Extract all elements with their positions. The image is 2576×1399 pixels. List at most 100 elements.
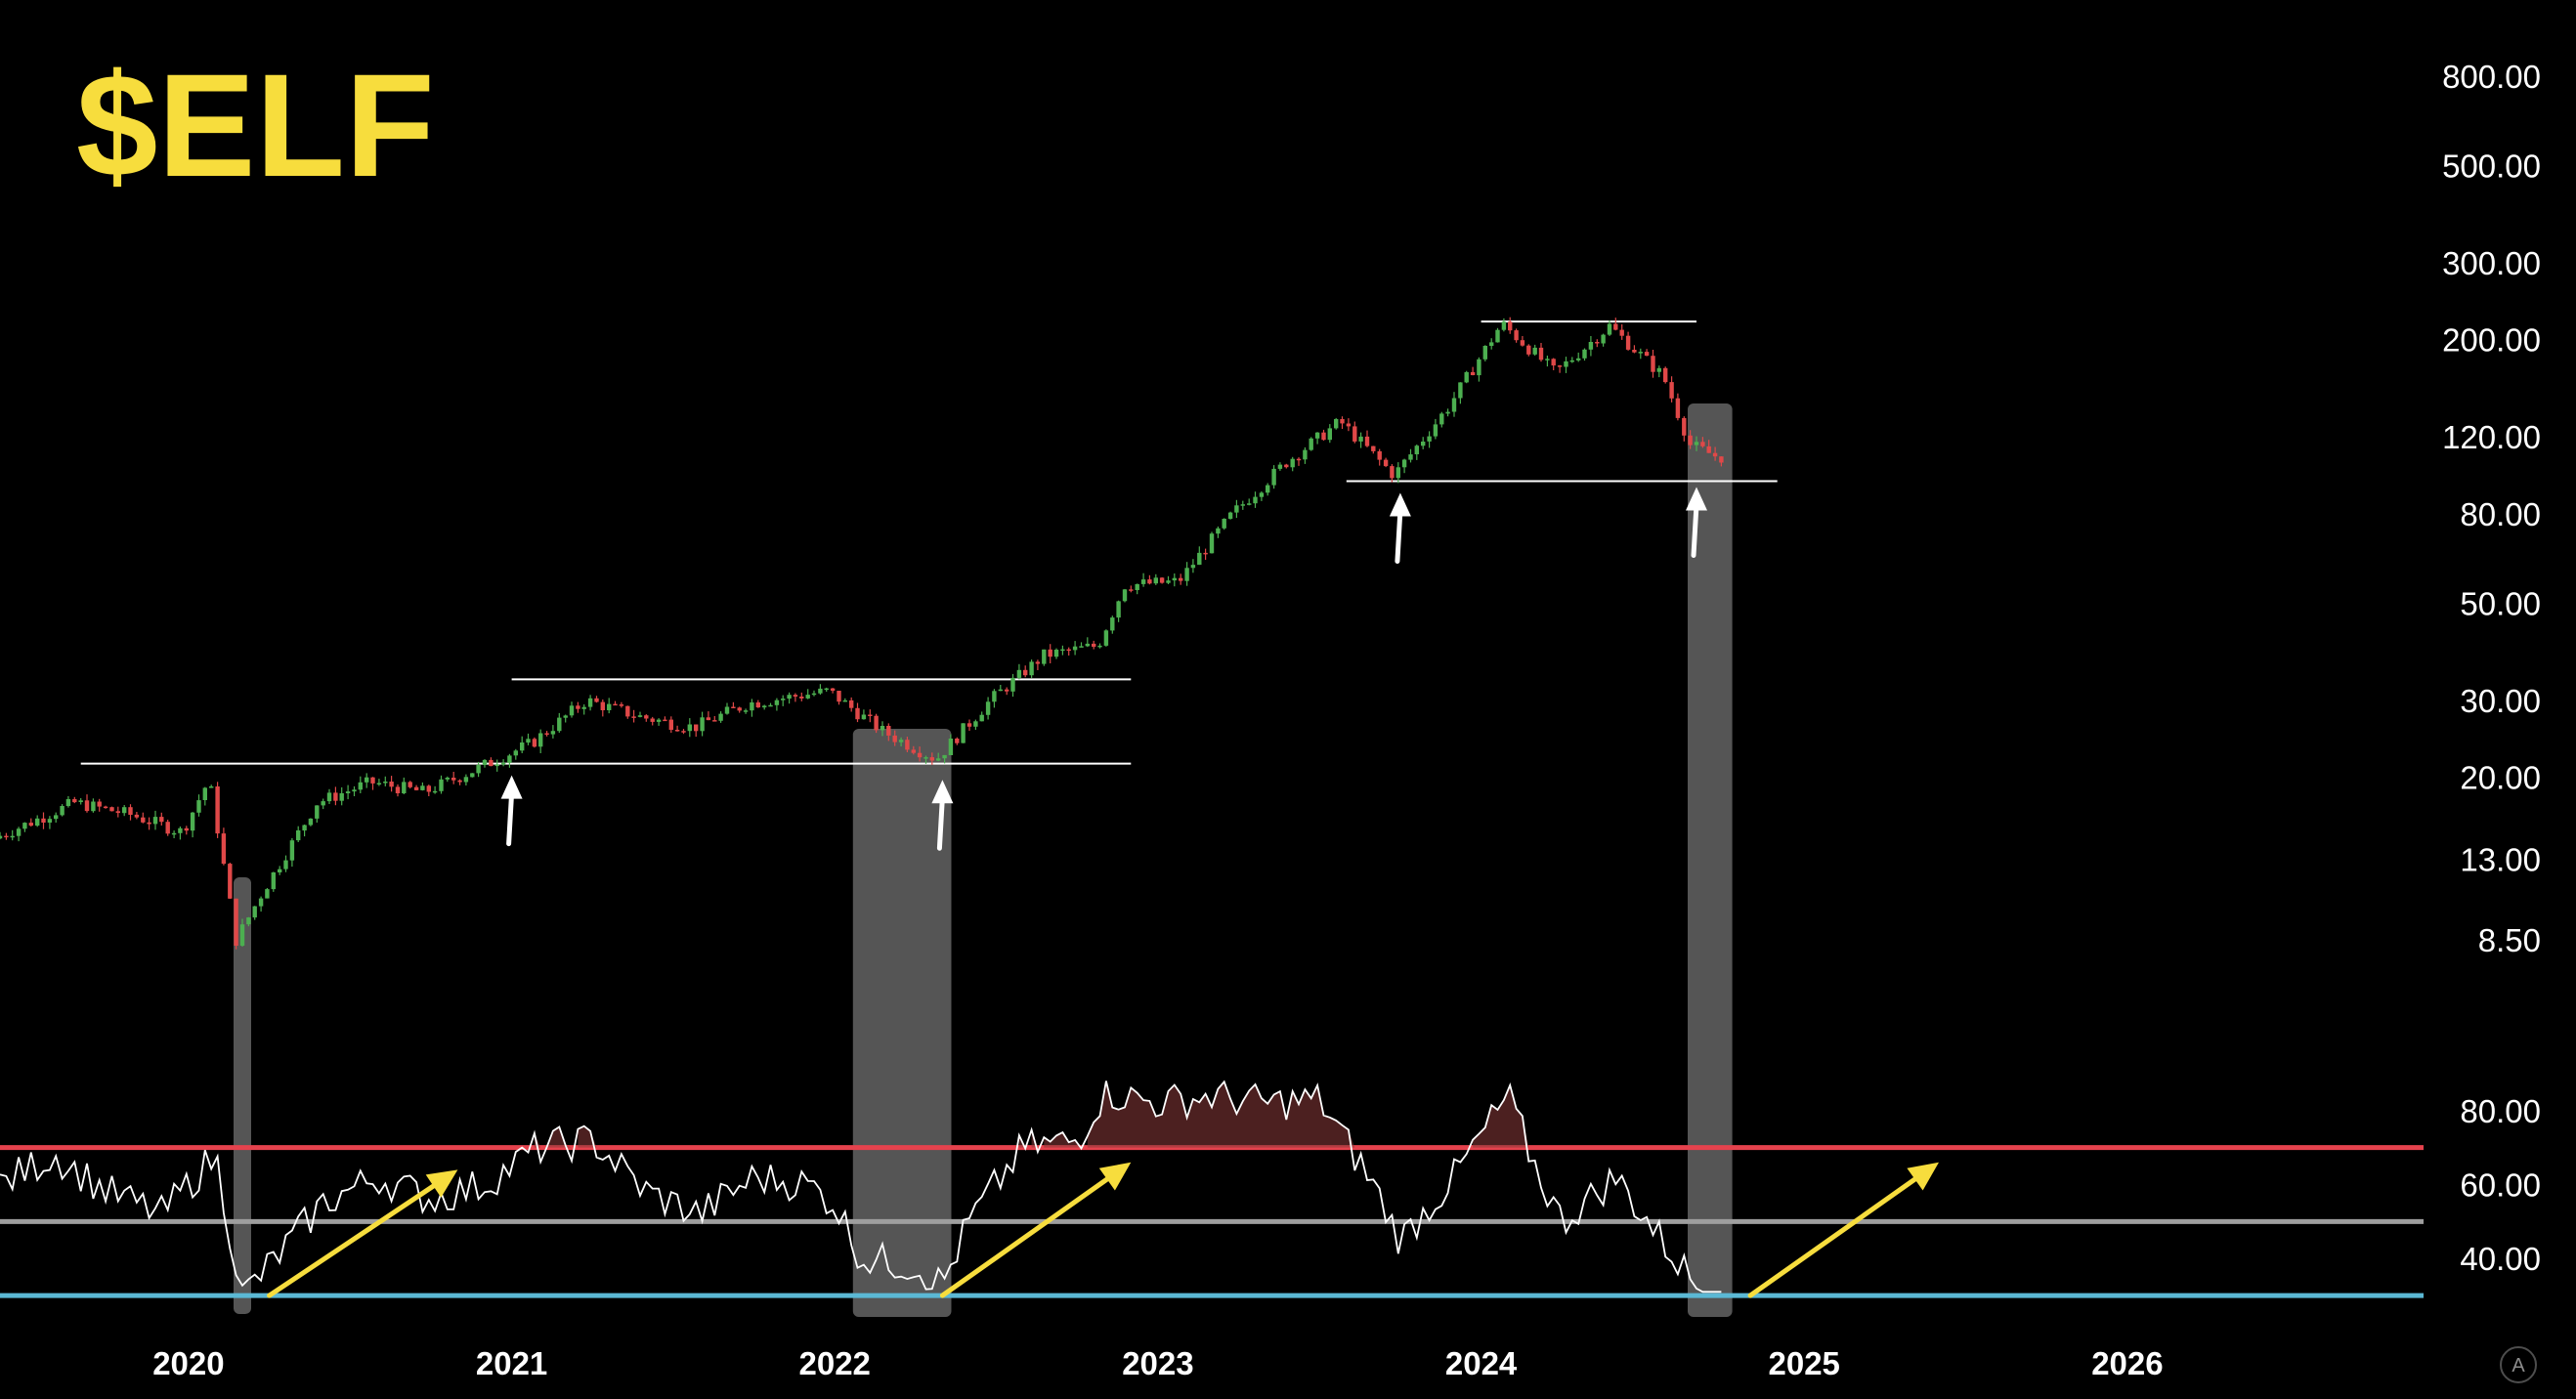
year-axis-tick: 2026 — [2091, 1345, 2163, 1381]
yellow-arrow-head — [1098, 1162, 1132, 1191]
candle-body — [476, 765, 481, 774]
candle-253 — [1569, 357, 1574, 363]
candle-225 — [1395, 462, 1400, 484]
candle-87 — [538, 729, 543, 753]
candle-body — [457, 780, 462, 783]
candle-213 — [1321, 429, 1326, 441]
candle-body — [1421, 442, 1426, 446]
candle-body — [1706, 445, 1711, 453]
candle-145 — [898, 737, 904, 746]
candle-34 — [209, 784, 214, 788]
candle-body — [209, 786, 214, 788]
candle-body — [1538, 347, 1544, 360]
candle-body — [1222, 519, 1226, 529]
candle-body — [1334, 419, 1339, 429]
candle-body — [1197, 552, 1202, 566]
candle-body — [1216, 528, 1221, 534]
candle-125 — [774, 698, 780, 711]
candle-82 — [507, 753, 512, 768]
candle-body — [202, 787, 207, 800]
candle-body — [1234, 505, 1239, 513]
candle-130 — [805, 689, 810, 700]
candle-75 — [463, 774, 469, 785]
candle-body — [631, 716, 636, 718]
candle-6 — [35, 815, 40, 827]
yellow-arrow-2 — [939, 1162, 1132, 1298]
candle-50 — [308, 818, 314, 827]
year-axis-tick: 2021 — [476, 1345, 547, 1381]
candle-body — [1321, 432, 1326, 441]
candle-223 — [1383, 457, 1389, 468]
candle-body — [1172, 577, 1177, 581]
ticker-title: $ELF — [76, 43, 435, 207]
candle-263 — [1632, 345, 1637, 354]
candle-249 — [1545, 356, 1550, 367]
candle-73 — [451, 772, 456, 784]
candle-body — [315, 805, 320, 819]
candle-body — [1116, 601, 1121, 618]
candle-111 — [687, 718, 692, 738]
candle-181 — [1122, 588, 1128, 603]
candle-body — [712, 720, 717, 722]
candle-248 — [1538, 343, 1544, 362]
candle-body — [917, 752, 923, 758]
candle-120 — [743, 708, 749, 714]
candle-body — [326, 792, 332, 802]
candle-270 — [1675, 393, 1681, 421]
candle-body — [103, 806, 108, 809]
price-axis-tick: 20.00 — [2460, 760, 2541, 796]
candle-body — [408, 782, 412, 787]
candle-body — [1395, 467, 1400, 479]
candle-body — [674, 730, 680, 732]
candle-272 — [1688, 430, 1693, 449]
candle-57 — [352, 785, 357, 796]
candle-body — [855, 707, 860, 720]
candle-body — [1184, 568, 1189, 581]
candle-86 — [532, 737, 537, 748]
candle-body — [358, 782, 363, 790]
candle-147 — [911, 745, 916, 755]
candle-61 — [376, 779, 382, 786]
candle-239 — [1482, 345, 1487, 361]
candle-236 — [1464, 370, 1469, 384]
candle-body — [1719, 456, 1724, 463]
white-arrow-head — [931, 780, 954, 804]
candle-250 — [1551, 358, 1556, 370]
candle-156 — [966, 719, 972, 731]
candle-body — [550, 731, 556, 735]
candle-171 — [1060, 645, 1065, 656]
candle-139 — [861, 709, 867, 720]
candle-body — [1135, 583, 1139, 590]
year-axis-tick: 2020 — [152, 1345, 224, 1381]
candle-body — [463, 777, 469, 783]
candle-104 — [644, 714, 649, 722]
candle-124 — [768, 702, 773, 707]
candle-body — [861, 714, 867, 720]
candle-140 — [868, 709, 873, 723]
candle-body — [905, 740, 910, 750]
candle-body — [842, 700, 847, 702]
candle-body — [706, 717, 711, 721]
candle-211 — [1309, 437, 1313, 451]
candle-body — [1227, 512, 1233, 519]
candle-254 — [1576, 352, 1581, 362]
candle-body — [1371, 445, 1376, 451]
candle-body — [507, 755, 512, 763]
candle-76 — [470, 773, 475, 778]
candle-234 — [1451, 392, 1457, 417]
candle-267 — [1656, 365, 1661, 378]
candle-105 — [650, 716, 655, 726]
price-axis-tick: 120.00 — [2442, 419, 2541, 455]
candle-40 — [246, 916, 251, 927]
candle-261 — [1619, 324, 1624, 340]
auto-scale-badge[interactable]: A — [2500, 1346, 2537, 1383]
candle-body — [1072, 646, 1078, 651]
candle-body — [1079, 646, 1084, 648]
white-arrow-shaft — [936, 794, 945, 851]
candle-body — [911, 749, 916, 753]
candle-154 — [955, 737, 960, 745]
candle-body — [1303, 449, 1308, 460]
candle-69 — [426, 784, 431, 796]
